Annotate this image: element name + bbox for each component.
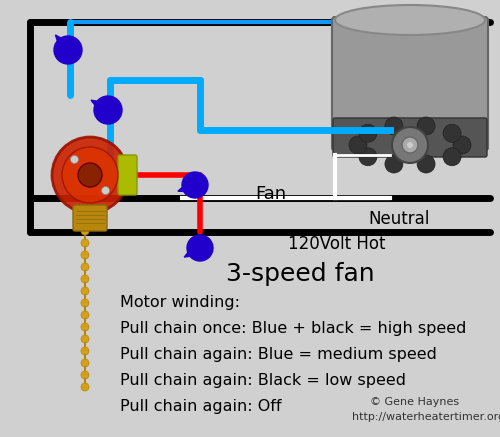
- Circle shape: [443, 148, 461, 166]
- Circle shape: [359, 148, 377, 166]
- Text: Pull chain again: Black = low speed: Pull chain again: Black = low speed: [120, 373, 406, 388]
- Circle shape: [187, 235, 213, 261]
- Polygon shape: [184, 242, 204, 257]
- Text: http://waterheatertimer.org: http://waterheatertimer.org: [352, 412, 500, 422]
- Circle shape: [81, 335, 89, 343]
- Circle shape: [81, 371, 89, 379]
- Text: Neutral: Neutral: [368, 210, 430, 228]
- Circle shape: [81, 347, 89, 355]
- FancyBboxPatch shape: [333, 118, 487, 157]
- Circle shape: [81, 311, 89, 319]
- Circle shape: [81, 275, 89, 283]
- Circle shape: [81, 359, 89, 367]
- Circle shape: [349, 136, 367, 154]
- Polygon shape: [91, 100, 112, 117]
- Text: 120Volt Hot: 120Volt Hot: [288, 235, 385, 253]
- Circle shape: [81, 323, 89, 331]
- Circle shape: [453, 136, 471, 154]
- Polygon shape: [56, 35, 74, 55]
- Circle shape: [385, 155, 403, 173]
- Circle shape: [81, 251, 89, 259]
- Circle shape: [417, 155, 435, 173]
- Circle shape: [182, 172, 208, 198]
- Circle shape: [81, 383, 89, 391]
- Circle shape: [402, 137, 418, 153]
- Circle shape: [407, 142, 413, 148]
- Text: 3-speed fan: 3-speed fan: [226, 262, 374, 286]
- FancyBboxPatch shape: [332, 17, 488, 150]
- Ellipse shape: [335, 5, 485, 35]
- Circle shape: [443, 124, 461, 142]
- Circle shape: [392, 127, 428, 163]
- Text: Motor winding:: Motor winding:: [120, 295, 240, 310]
- Circle shape: [54, 36, 82, 64]
- FancyBboxPatch shape: [118, 155, 137, 195]
- Circle shape: [81, 239, 89, 247]
- Circle shape: [81, 287, 89, 295]
- Polygon shape: [178, 178, 198, 192]
- Text: Pull chain again: Blue = medium speed: Pull chain again: Blue = medium speed: [120, 347, 437, 362]
- Circle shape: [385, 117, 403, 135]
- Circle shape: [62, 147, 118, 203]
- Text: Fan: Fan: [255, 185, 286, 203]
- Circle shape: [94, 96, 122, 124]
- FancyBboxPatch shape: [73, 205, 107, 231]
- Text: © Gene Haynes: © Gene Haynes: [370, 397, 459, 407]
- Circle shape: [52, 137, 128, 213]
- Circle shape: [70, 156, 78, 163]
- Circle shape: [81, 263, 89, 271]
- Text: Pull chain once: Blue + black = high speed: Pull chain once: Blue + black = high spe…: [120, 321, 467, 336]
- Circle shape: [78, 163, 102, 187]
- Circle shape: [359, 124, 377, 142]
- Circle shape: [81, 227, 89, 235]
- Text: Pull chain again: Off: Pull chain again: Off: [120, 399, 282, 414]
- Circle shape: [81, 299, 89, 307]
- Circle shape: [102, 187, 110, 194]
- Circle shape: [417, 117, 435, 135]
